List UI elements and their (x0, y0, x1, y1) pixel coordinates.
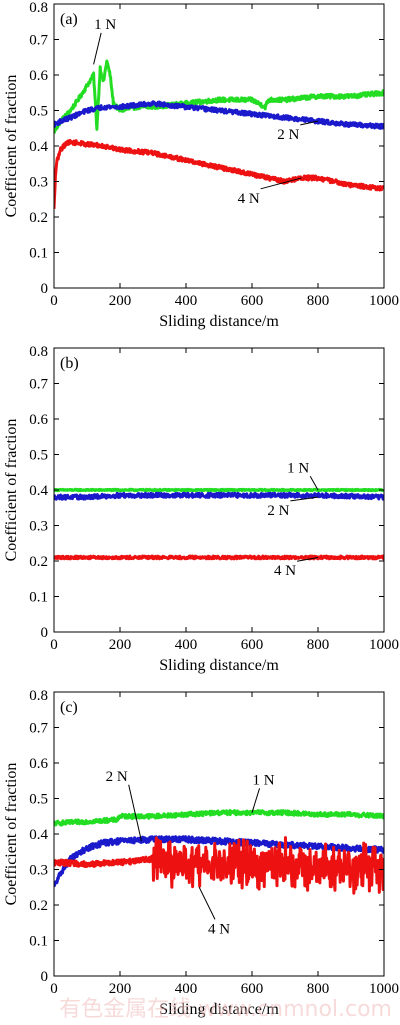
x-tick-label: 200 (109, 981, 132, 997)
x-tick-label: 0 (50, 981, 58, 997)
x-tick-label: 600 (241, 293, 264, 309)
y-tick-label: 0.2 (29, 210, 48, 226)
y-tick-label: 0.4 (29, 139, 48, 155)
y-tick-label: 0.5 (29, 104, 48, 120)
annotation-leader (128, 784, 142, 842)
x-tick-label: 1000 (369, 637, 399, 653)
x-axis-label: Sliding distance/m (159, 313, 279, 330)
y-tick-label: 0.7 (29, 33, 48, 49)
y-tick-label: 0.6 (29, 68, 48, 84)
x-tick-label: 0 (50, 293, 58, 309)
series-group (54, 809, 384, 895)
x-tick-label: 200 (109, 293, 132, 309)
x-tick-label: 400 (175, 293, 198, 309)
y-tick-label: 0.2 (29, 898, 48, 914)
annotation-label: 4 N (238, 191, 260, 207)
y-tick-label: 0.5 (29, 792, 48, 808)
x-tick-label: 600 (241, 637, 264, 653)
x-axis-label: Sliding distance/m (159, 1001, 279, 1018)
y-tick-label: 0.6 (29, 412, 48, 428)
series-line-4n (54, 836, 384, 895)
annotation-leader (300, 120, 319, 126)
annotation-label: 1 N (94, 17, 116, 33)
annotation-leader (296, 556, 319, 562)
y-tick-label: 0.8 (29, 0, 48, 16)
y-axis-label: Coefficient of fraction (3, 419, 20, 562)
chart-panel-2: 0 200 400 600 800 1000 0 0.1 0.2 0.3 0.4 0.5 0.6 0.7 0… (3, 344, 399, 674)
y-tick-label: 0.1 (29, 590, 48, 606)
y-tick-label: 0.3 (29, 519, 48, 535)
y-tick-label: 0.1 (29, 934, 48, 950)
annotation-label: 2 N (106, 769, 128, 785)
chart-panel-3: 0 200 400 600 800 1000 0 0.1 0.2 0.3 0.4 0.5 0.6 0.7 0… (3, 688, 399, 1018)
y-tick-label: 0 (41, 281, 49, 297)
series-line-1n (54, 809, 384, 827)
series-line-4n (54, 138, 384, 209)
x-tick-label: 1000 (369, 293, 399, 309)
series-line-1n (54, 487, 384, 493)
annotation-leader (251, 788, 261, 813)
annotation-label: 4 N (208, 921, 230, 937)
x-tick-label: 400 (175, 637, 198, 653)
series-group (54, 59, 384, 209)
annotation-label: 1 N (287, 460, 309, 476)
x-tick-label: 800 (307, 637, 330, 653)
series-line-2n (54, 835, 384, 888)
x-tick-label: 400 (175, 981, 198, 997)
annotation-label: 4 N (274, 563, 296, 579)
chart-panel-1: 0 200 400 600 800 1000 0 0.1 0.2 0.3 0.4 0.5 0.6 0.7 0… (3, 0, 399, 330)
y-tick-label: 0.1 (29, 246, 48, 262)
x-tick-label: 600 (241, 981, 264, 997)
y-axis-label: Coefficient of fraction (3, 75, 20, 218)
x-tick-label: 200 (109, 637, 132, 653)
x-tick-label: 1000 (369, 981, 399, 997)
series-group (54, 487, 384, 561)
annotation-leader (260, 177, 302, 190)
annotation-leader (309, 476, 319, 491)
annotation-label: 2 N (267, 503, 289, 519)
y-tick-label: 0.7 (29, 721, 48, 737)
series-line-2n (54, 100, 384, 130)
watermark: 有色金属在线 www.cnmnol.com (59, 997, 392, 1022)
y-tick-label: 0 (41, 625, 49, 641)
y-tick-label: 0.7 (29, 377, 48, 393)
panel-label: (b) (60, 355, 79, 372)
series-line-2n (54, 491, 384, 501)
annotation-leader (290, 496, 319, 502)
annotation-label: 2 N (277, 127, 299, 143)
annotation-label: 1 N (253, 772, 275, 788)
y-tick-label: 0 (41, 969, 49, 985)
y-axis-label: Coefficient of fraction (3, 763, 20, 906)
y-tick-label: 0.3 (29, 863, 48, 879)
annotation-leader (93, 32, 102, 65)
y-tick-label: 0.8 (29, 344, 48, 360)
y-tick-label: 0.2 (29, 554, 48, 570)
panel-label: (c) (60, 699, 78, 716)
y-tick-label: 0.8 (29, 688, 48, 704)
x-tick-label: 0 (50, 637, 58, 653)
x-axis-label: Sliding distance/m (159, 657, 279, 674)
series-line-4n (54, 554, 384, 561)
series-line-1n (54, 59, 384, 134)
x-tick-label: 800 (307, 293, 330, 309)
annotation-leader (198, 887, 216, 920)
panel-label: (a) (60, 11, 78, 28)
x-tick-label: 800 (307, 981, 330, 997)
y-tick-label: 0.4 (29, 483, 48, 499)
y-tick-label: 0.5 (29, 448, 48, 464)
y-tick-label: 0.3 (29, 175, 48, 191)
y-tick-label: 0.6 (29, 756, 48, 772)
y-tick-label: 0.4 (29, 827, 48, 843)
